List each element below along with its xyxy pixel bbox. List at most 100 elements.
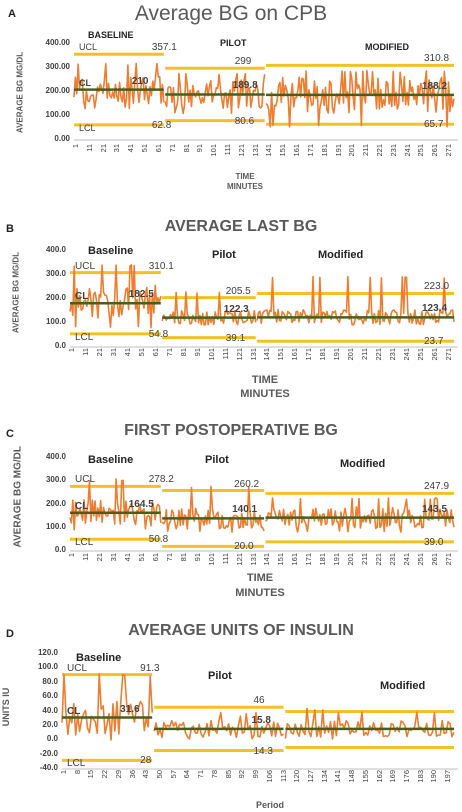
- y-tick-label: 300.0: [45, 269, 66, 278]
- x-tick-label: 211: [360, 348, 370, 360]
- x-tick-label: 190: [429, 770, 439, 783]
- x-tick-label: 51: [136, 553, 146, 562]
- x-tick-label: 31: [108, 553, 118, 562]
- ucl-value-label: 299: [234, 56, 252, 68]
- lcl-value-label: 54.8: [148, 328, 169, 340]
- x-tick-label: 71: [167, 144, 177, 153]
- y-tick-label: 20.0: [42, 719, 58, 729]
- y-tick-label: 400.00: [45, 38, 70, 47]
- x-tick-label: 201: [347, 144, 357, 157]
- x-tick-label: 271: [444, 348, 454, 361]
- ucl-label: UCL: [75, 474, 96, 486]
- x-tick-label: 71: [196, 770, 206, 779]
- x-tick-label: 271: [444, 553, 454, 566]
- x-axis-label-line2-c: MINUTES: [235, 587, 285, 599]
- x-tick-label: 1: [59, 770, 68, 775]
- y-tick-label: 60.0: [42, 691, 58, 701]
- x-tick-label: 241: [402, 144, 412, 157]
- x-tick-label: 251: [416, 553, 426, 566]
- x-tick-label: 201: [346, 553, 356, 566]
- lcl-value-label: 50.8: [148, 534, 169, 546]
- panel-letter-d: D: [6, 628, 14, 640]
- y-tick-label: 100.00: [45, 110, 70, 119]
- x-tick-label: 121: [234, 348, 244, 361]
- ucl-value-label: 91.3: [140, 662, 160, 674]
- lcl-value-label: 80.6: [234, 115, 255, 127]
- x-tick-label: 50: [155, 770, 165, 779]
- cl-value-label: 140.1: [232, 504, 258, 516]
- x-tick-label: 111: [220, 553, 230, 565]
- x-tick-label: 261: [430, 348, 440, 361]
- x-tick-label: 71: [164, 553, 174, 562]
- ucl-value-label: 357.1: [151, 42, 177, 54]
- cl-value-label: 189.8: [232, 80, 258, 92]
- ucl-value-label: 247.9: [424, 481, 450, 493]
- chart-panel-b: B AVERAGE LAST BG AVERAGE BG MG/DL TIME …: [0, 203, 462, 408]
- x-tick-label: 201: [346, 348, 356, 361]
- panel-letter-c: C: [6, 428, 14, 440]
- x-tick-label: 29: [113, 770, 123, 779]
- data-series-line: [264, 497, 455, 533]
- x-tick-label: 120: [292, 770, 302, 783]
- x-axis-label-line2-a: MINUTES: [227, 182, 263, 191]
- x-tick-label: 1: [67, 553, 76, 558]
- x-axis-label-d: Period: [255, 800, 284, 810]
- ucl-value-label: 260.2: [234, 478, 260, 490]
- x-tick-label: 101: [206, 553, 216, 566]
- y-tick-label: 120.0: [37, 648, 58, 657]
- x-tick-label: 81: [178, 553, 188, 562]
- phase-label: Baseline: [88, 245, 134, 257]
- phase-label: Baseline: [88, 454, 134, 466]
- x-tick-label: 61: [153, 144, 163, 153]
- chart-title-c: FIRST POSTOPERATIVE BG: [124, 422, 338, 439]
- data-series-line: [284, 707, 455, 740]
- y-tick-label: 100.0: [45, 317, 66, 326]
- x-tick-label: 141: [333, 770, 343, 783]
- cl-label: CL: [75, 500, 89, 512]
- x-axis-label-line1-a: TIME: [235, 172, 255, 181]
- ucl-value-label: 310.1: [148, 260, 174, 272]
- cl-value-label: 122.3: [223, 303, 249, 315]
- lcl-label: LCL: [79, 122, 96, 133]
- x-tick-label: 101: [206, 348, 216, 361]
- lcl-value-label: 62.8: [151, 119, 172, 131]
- x-tick-label: 161: [290, 553, 300, 566]
- x-tick-label: 241: [402, 553, 412, 566]
- lcl-value-label: 20.0: [234, 541, 254, 553]
- x-tick-label: 106: [264, 770, 274, 783]
- data-series-line: [153, 711, 284, 740]
- y-tick-label: -40.0: [39, 763, 58, 772]
- x-tick-label: 231: [388, 144, 398, 157]
- x-tick-label: 31: [108, 348, 118, 357]
- x-tick-label: 141: [264, 144, 274, 157]
- phase-label: MODIFIED: [365, 42, 409, 52]
- data-series-line: [161, 485, 265, 533]
- x-tick-label: 22: [100, 770, 110, 779]
- x-tick-label: 221: [374, 348, 384, 361]
- x-tick-label: 261: [430, 553, 440, 566]
- phase-label: Modified: [380, 680, 426, 692]
- x-tick-label: 155: [360, 770, 370, 783]
- phase-label: PILOT: [220, 38, 247, 48]
- x-tick-label: 261: [430, 144, 440, 157]
- x-tick-label: 121: [234, 553, 244, 566]
- y-tick-label: 400.0: [45, 452, 66, 461]
- x-tick-label: 111: [220, 348, 230, 360]
- x-tick-label: 241: [402, 348, 412, 361]
- y-tick-label: 300.0: [45, 475, 66, 485]
- cl-value-label: 143.5: [422, 503, 448, 515]
- ucl-value-label: 310.8: [424, 53, 450, 65]
- lcl-value-label: 23.7: [424, 336, 444, 348]
- x-tick-label: 231: [388, 553, 398, 566]
- chart-panel-c: C FIRST POSTOPERATIVE BG AVERAGE BG MG/D…: [0, 410, 462, 610]
- phase-label: Pilot: [208, 670, 232, 682]
- data-series-line: [61, 673, 153, 741]
- lcl-value-label: 65.7: [424, 119, 444, 131]
- x-tick-label: 127: [305, 770, 315, 783]
- x-tick-label: 191: [332, 348, 342, 361]
- phase-label: BASELINE: [88, 30, 134, 40]
- x-tick-label: 99: [251, 770, 261, 779]
- x-tick-label: 221: [375, 144, 384, 157]
- x-tick-label: 91: [192, 553, 202, 562]
- lcl-value-label: 39.0: [424, 536, 444, 548]
